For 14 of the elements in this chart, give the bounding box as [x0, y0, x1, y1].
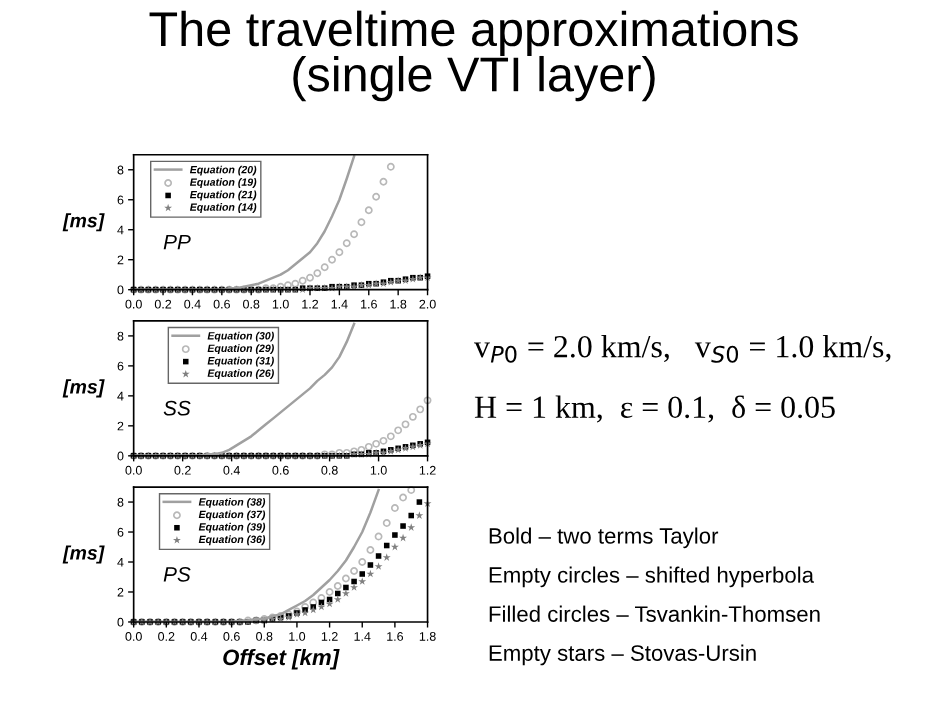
annotation: PS [163, 566, 191, 582]
text: H = 1 km, ε = 0.1, δ = 0.05 [474, 395, 835, 423]
text: v$_{P0}$ = 2.0 km/s, v$_{S0}$ = 1.0 km/s, [474, 335, 891, 363]
text: Empty stars – Stovas-Ursin [489, 644, 756, 666]
x-axis-title: Offset [km] [223, 648, 340, 670]
y-axis-title: [ms] [62, 379, 105, 398]
text: Filled circles – Tsvankin-Thomsen [489, 605, 820, 622]
y-axis-title: [ms] [62, 545, 105, 564]
annotation: SS [163, 400, 191, 416]
y-axis-title: [ms] [62, 213, 105, 232]
annotation: PP [163, 234, 191, 250]
chart-title: The traveltime approximations (single VTI layer) [149, 10, 798, 102]
text: Empty circles – shifted hyperbola [489, 566, 815, 588]
text: Bold – two terms Taylor [489, 527, 719, 549]
